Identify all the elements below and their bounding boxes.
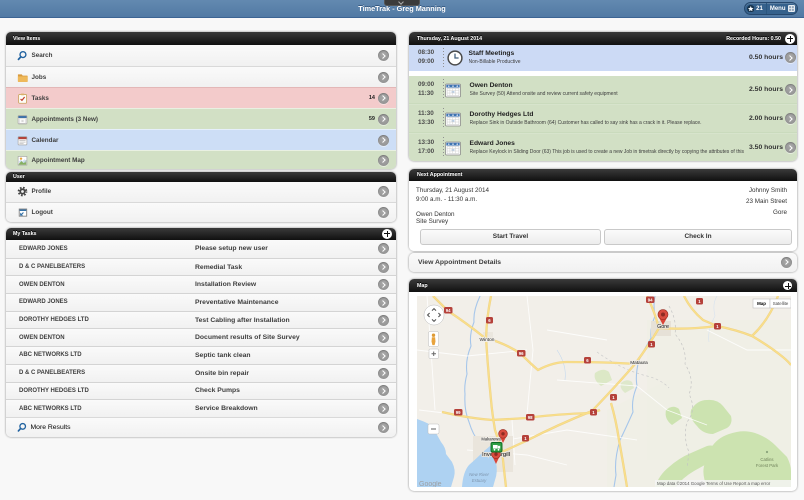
svg-text:Satellite: Satellite <box>773 301 789 306</box>
svg-text:Forest Park: Forest Park <box>756 463 779 468</box>
svg-text:1: 1 <box>650 342 653 347</box>
svg-text:Mataura: Mataura <box>630 360 648 366</box>
svg-text:Makarewa: Makarewa <box>481 437 501 442</box>
svg-text:Gore: Gore <box>657 324 669 330</box>
svg-text:99: 99 <box>456 410 461 415</box>
svg-text:94: 94 <box>648 298 653 303</box>
svg-text:Makarewa: Makarewa <box>481 437 501 442</box>
svg-text:Mataura: Mataura <box>630 360 648 366</box>
svg-text:Map: Map <box>757 301 766 306</box>
svg-text:6: 6 <box>586 358 589 363</box>
svg-text:6: 6 <box>488 318 491 323</box>
svg-text:Winton: Winton <box>480 337 495 343</box>
svg-text:Google: Google <box>419 481 442 487</box>
svg-text:New River: New River <box>469 472 489 477</box>
svg-text:94: 94 <box>446 308 451 313</box>
svg-text:1: 1 <box>524 436 527 441</box>
svg-text:1: 1 <box>716 324 719 329</box>
svg-text:1: 1 <box>698 299 701 304</box>
svg-text:Map data ©2014 Google Terms: Map data ©2014 Google Terms of Use Repor… <box>657 481 771 486</box>
svg-text:Estuary: Estuary <box>472 478 487 483</box>
svg-text:1: 1 <box>612 395 615 400</box>
svg-text:Gore: Gore <box>657 324 669 330</box>
svg-text:Catlins: Catlins <box>760 457 773 462</box>
svg-text:96: 96 <box>519 351 524 356</box>
svg-text:1: 1 <box>592 410 595 415</box>
svg-text:Winton: Winton <box>480 337 495 343</box>
svg-text:98: 98 <box>528 415 533 420</box>
